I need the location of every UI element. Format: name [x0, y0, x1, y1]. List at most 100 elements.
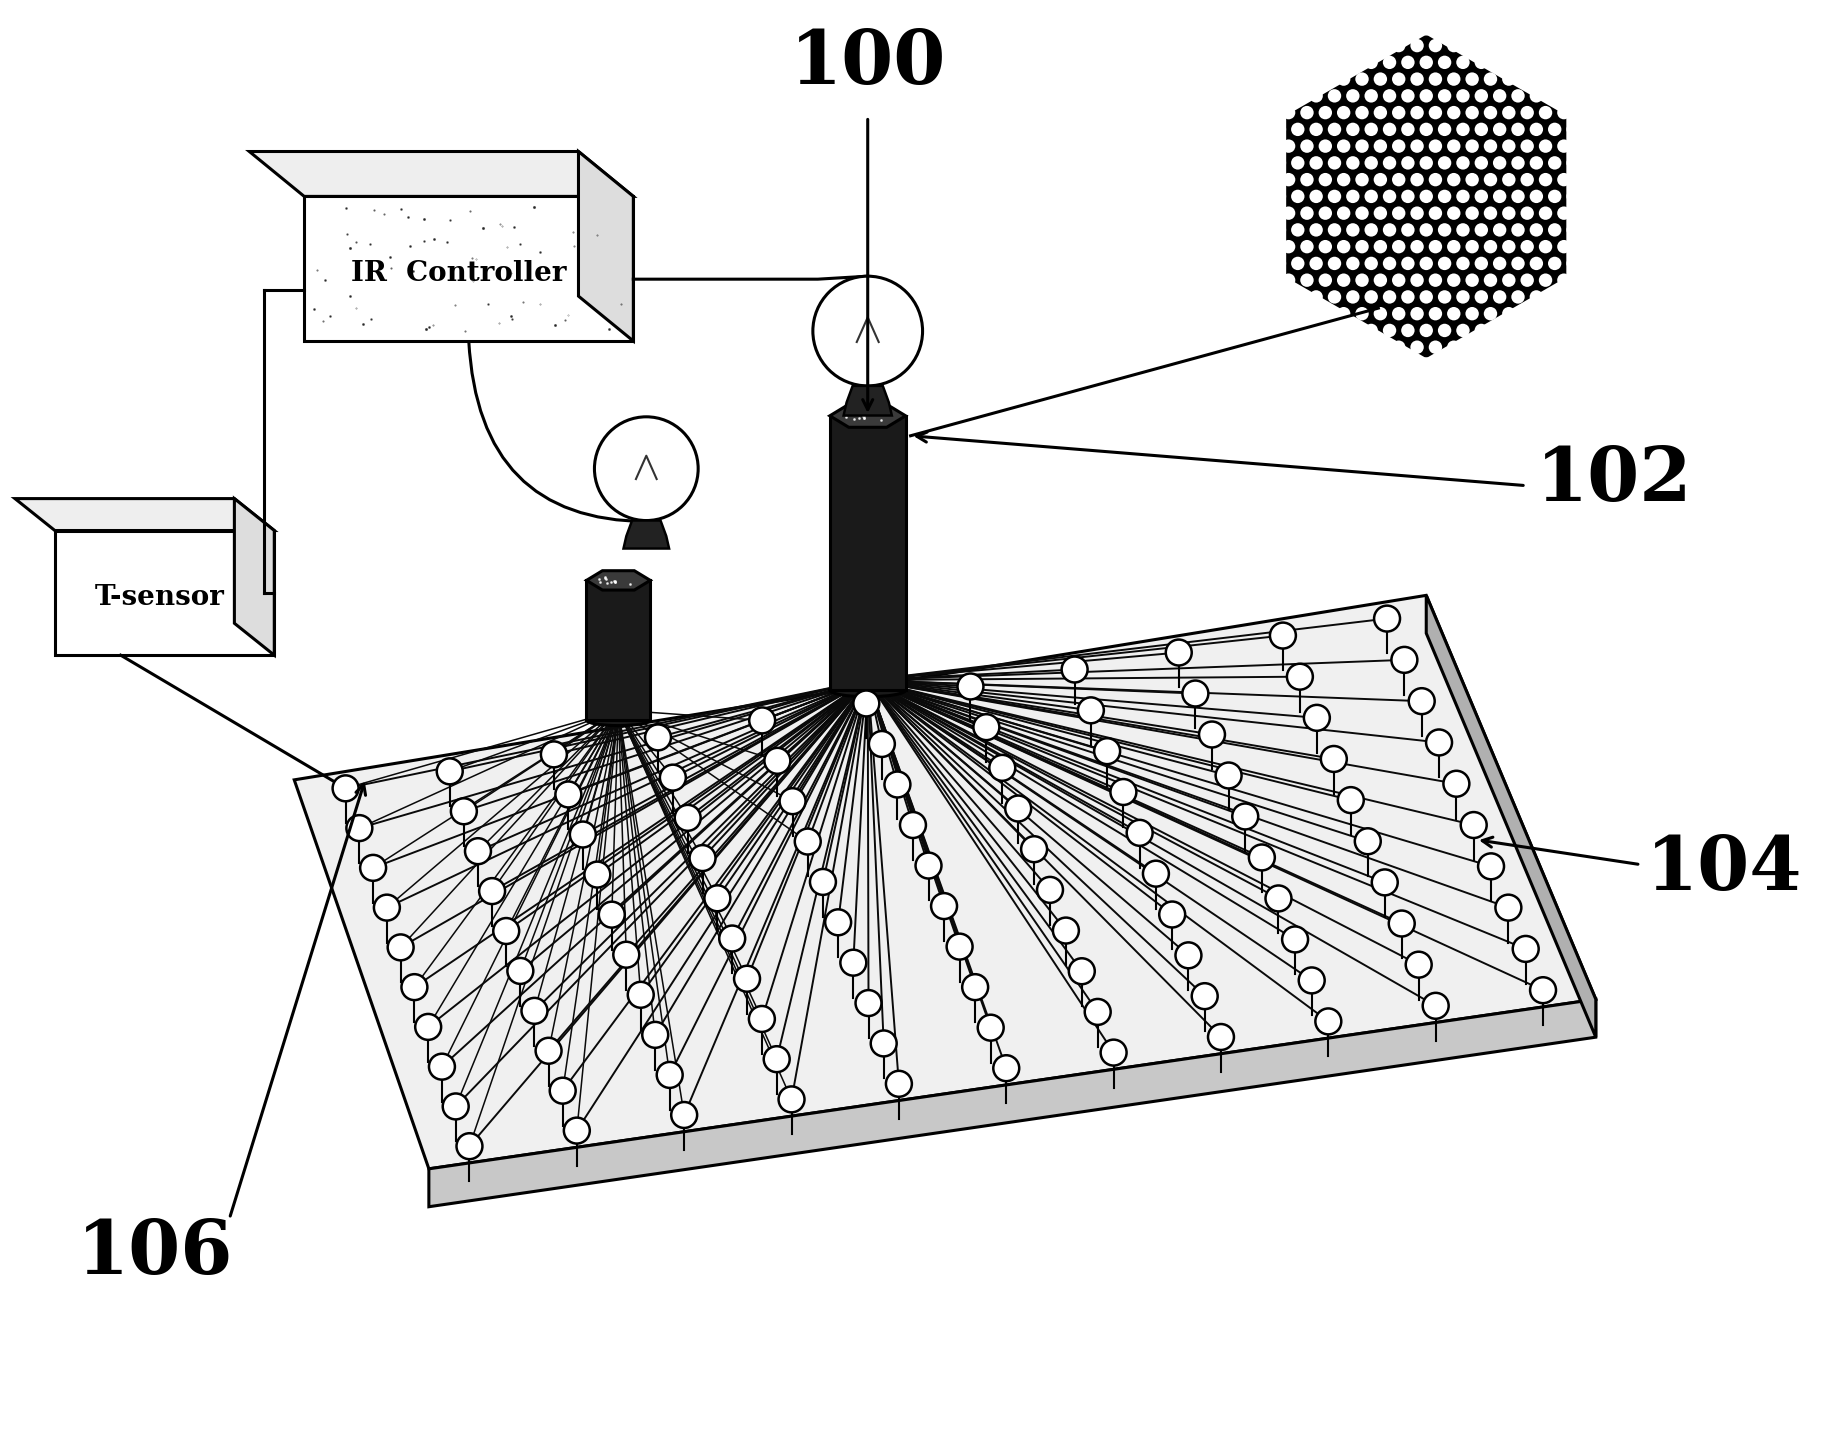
- Circle shape: [1576, 73, 1589, 86]
- Polygon shape: [55, 531, 274, 656]
- Circle shape: [1604, 257, 1616, 270]
- Circle shape: [1327, 55, 1342, 70]
- Circle shape: [1465, 73, 1478, 86]
- Circle shape: [1215, 763, 1241, 788]
- Circle shape: [1604, 190, 1616, 203]
- Circle shape: [1160, 901, 1186, 927]
- Circle shape: [1530, 22, 1543, 35]
- Circle shape: [1364, 257, 1377, 270]
- Circle shape: [1475, 55, 1488, 70]
- Circle shape: [1576, 239, 1589, 254]
- Circle shape: [1548, 157, 1561, 170]
- Circle shape: [1005, 795, 1031, 821]
- Circle shape: [1539, 173, 1552, 186]
- Circle shape: [1254, 223, 1268, 237]
- Circle shape: [1254, 257, 1268, 270]
- Circle shape: [1198, 721, 1224, 747]
- Circle shape: [1383, 157, 1395, 170]
- Circle shape: [1291, 257, 1305, 270]
- Circle shape: [613, 942, 639, 968]
- Circle shape: [1373, 239, 1386, 254]
- Circle shape: [1364, 357, 1377, 370]
- Circle shape: [1419, 123, 1432, 136]
- Circle shape: [1281, 139, 1296, 152]
- Circle shape: [1493, 22, 1506, 35]
- Circle shape: [1429, 308, 1442, 321]
- Circle shape: [1511, 22, 1524, 35]
- Circle shape: [1300, 139, 1314, 152]
- Circle shape: [1511, 89, 1524, 103]
- Circle shape: [1613, 273, 1626, 287]
- Circle shape: [1309, 157, 1324, 170]
- Circle shape: [1355, 273, 1368, 287]
- Circle shape: [1337, 206, 1349, 221]
- Circle shape: [1567, 257, 1580, 270]
- Circle shape: [1447, 173, 1460, 186]
- Circle shape: [1291, 55, 1305, 70]
- Circle shape: [1539, 106, 1552, 119]
- Circle shape: [1235, 89, 1250, 103]
- Text: T-sensor: T-sensor: [94, 585, 225, 611]
- Circle shape: [1373, 139, 1386, 152]
- Circle shape: [1320, 746, 1348, 772]
- Circle shape: [1419, 22, 1432, 35]
- Circle shape: [1327, 324, 1342, 337]
- Circle shape: [1254, 89, 1268, 103]
- Circle shape: [1263, 273, 1278, 287]
- Circle shape: [1327, 290, 1342, 303]
- Circle shape: [1373, 173, 1386, 186]
- Circle shape: [1511, 324, 1524, 337]
- Circle shape: [659, 765, 687, 791]
- Circle shape: [1373, 605, 1399, 631]
- Circle shape: [1410, 206, 1423, 221]
- Circle shape: [1423, 992, 1449, 1019]
- Circle shape: [1475, 290, 1488, 303]
- Circle shape: [1355, 308, 1368, 321]
- Circle shape: [839, 950, 867, 975]
- Circle shape: [1594, 239, 1607, 254]
- Circle shape: [1337, 341, 1349, 354]
- Circle shape: [1585, 123, 1598, 136]
- Circle shape: [401, 974, 427, 1000]
- Circle shape: [1530, 223, 1543, 237]
- Circle shape: [1456, 324, 1469, 337]
- Circle shape: [1346, 223, 1359, 237]
- Circle shape: [571, 821, 596, 847]
- Circle shape: [1539, 139, 1552, 152]
- Circle shape: [521, 998, 547, 1024]
- Circle shape: [1530, 157, 1543, 170]
- Circle shape: [1530, 123, 1543, 136]
- Circle shape: [1429, 273, 1442, 287]
- Circle shape: [1327, 257, 1342, 270]
- Circle shape: [764, 1046, 790, 1072]
- Circle shape: [1548, 55, 1561, 70]
- Circle shape: [1346, 257, 1359, 270]
- Circle shape: [974, 714, 1000, 740]
- Circle shape: [1511, 290, 1524, 303]
- Circle shape: [1300, 273, 1314, 287]
- Circle shape: [1475, 89, 1488, 103]
- Circle shape: [1392, 39, 1405, 52]
- Circle shape: [1530, 357, 1543, 370]
- Circle shape: [1493, 123, 1506, 136]
- Circle shape: [1410, 39, 1423, 52]
- Circle shape: [1475, 324, 1488, 337]
- Circle shape: [657, 1062, 683, 1088]
- Text: IR  Controller: IR Controller: [352, 260, 567, 287]
- Circle shape: [1419, 324, 1432, 337]
- Circle shape: [1392, 106, 1405, 119]
- Circle shape: [1309, 123, 1324, 136]
- Circle shape: [1502, 273, 1515, 287]
- Circle shape: [1475, 157, 1488, 170]
- Circle shape: [1447, 206, 1460, 221]
- Circle shape: [1401, 55, 1414, 70]
- Circle shape: [1438, 324, 1451, 337]
- Circle shape: [1443, 770, 1469, 797]
- Circle shape: [1300, 73, 1314, 86]
- Circle shape: [1338, 786, 1364, 813]
- Circle shape: [1502, 173, 1515, 186]
- Circle shape: [1309, 89, 1324, 103]
- Circle shape: [628, 982, 654, 1008]
- Circle shape: [1484, 239, 1497, 254]
- Circle shape: [1521, 73, 1534, 86]
